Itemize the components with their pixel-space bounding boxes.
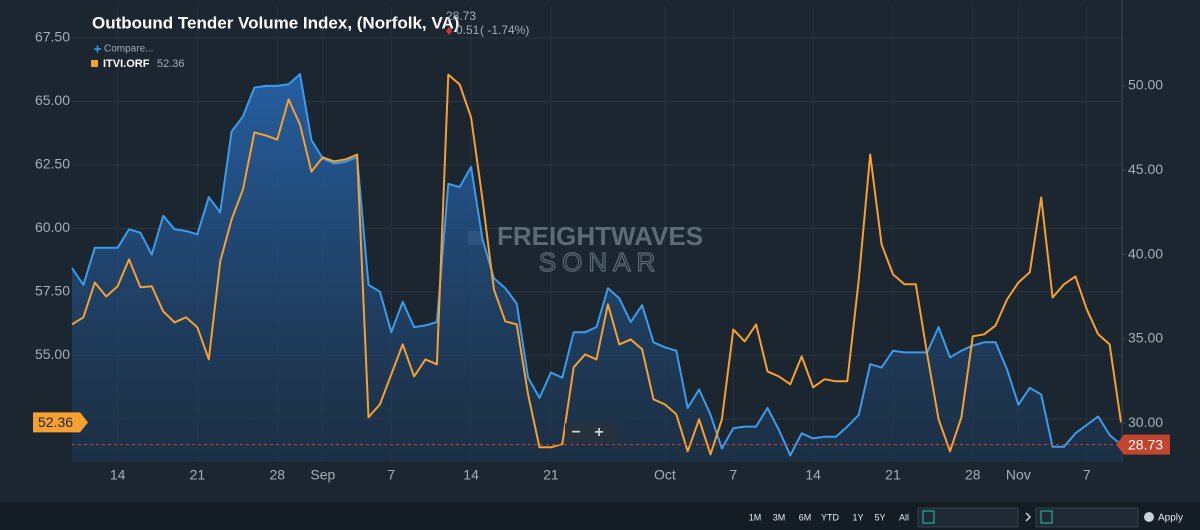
x-tick-label: Nov: [1006, 467, 1031, 483]
watermark-brand: FREIGHTWAVES: [497, 221, 703, 251]
last-value-marker: [1116, 434, 1170, 455]
zoom-in[interactable]: +: [594, 424, 603, 441]
y-tick-label: 65.00: [35, 92, 70, 108]
x-tick-label: 21: [543, 467, 559, 483]
x-tick-label: 14: [110, 467, 126, 483]
zoom-out[interactable]: −: [571, 424, 580, 441]
y-tick-label: 57.50: [35, 283, 70, 299]
x-tick-label: 7: [387, 467, 395, 483]
series-line: [71, 73, 1122, 457]
x-tick-label: 14: [805, 467, 821, 483]
range-arrow: [1025, 512, 1032, 522]
x-tick-label: 21: [885, 467, 901, 483]
apply-icon[interactable]: [1144, 512, 1154, 522]
range-button[interactable]: 3M: [773, 512, 786, 522]
y-tick-label: 60.00: [35, 219, 70, 235]
axes: 52.5055.0057.5060.0062.5065.0067.5030.00…: [33, 29, 1170, 483]
series-area: [72, 74, 1121, 462]
plot: [71, 73, 1122, 462]
end-date-input[interactable]: [1035, 507, 1139, 528]
watermark: FREIGHTWAVES SONAR: [468, 221, 703, 277]
legend-value: 52.36: [157, 58, 185, 70]
y2-tick-label: 45.00: [1128, 161, 1163, 177]
apply-button[interactable]: Apply: [1158, 513, 1183, 524]
change-pct: ( -1.74%): [480, 23, 529, 37]
y2-tick-label: 50.00: [1128, 77, 1163, 93]
watermark-product: SONAR: [539, 247, 661, 277]
calendar-icon[interactable]: [922, 510, 935, 524]
last-value-label: 52.36: [38, 414, 73, 430]
y-tick-label: 55.00: [35, 346, 70, 362]
zoom-controls: [565, 423, 617, 443]
range-button[interactable]: All: [899, 512, 909, 522]
y2-tick-label: 40.00: [1128, 245, 1163, 261]
x-tick-label: 28: [965, 467, 981, 483]
range-button[interactable]: 1Y: [852, 512, 863, 522]
y-tick-label: 62.50: [35, 156, 70, 172]
y2-tick-label: 30.00: [1128, 414, 1163, 430]
compare-button[interactable]: Compare...: [104, 44, 153, 55]
range-button[interactable]: 1M: [749, 512, 762, 522]
legend-label[interactable]: ITVI.ORF: [103, 58, 150, 70]
y2-tick-label: 35.00: [1128, 330, 1163, 346]
x-tick-label: 14: [463, 467, 479, 483]
x-tick-label: Oct: [654, 467, 676, 483]
chart-title: Outbound Tender Volume Index, (Norfolk, …: [92, 13, 459, 32]
range-button[interactable]: 5Y: [874, 512, 885, 522]
x-tick-label: 21: [190, 467, 206, 483]
change: 0.51: [456, 23, 480, 37]
y-tick-label: 67.50: [35, 29, 70, 45]
last-value-label: 28.73: [1128, 436, 1163, 452]
last-value: 28.73: [446, 9, 476, 23]
x-tick-label: Sep: [310, 467, 335, 483]
x-tick-label: 7: [729, 467, 737, 483]
compare-icon[interactable]: [94, 45, 101, 53]
start-date-input[interactable]: [917, 507, 1019, 528]
toolbar: [0, 502, 1200, 530]
last-value-marker: [33, 412, 88, 433]
x-tick-label: 28: [269, 467, 285, 483]
series-line: [71, 73, 1122, 456]
range-button[interactable]: YTD: [821, 512, 840, 522]
range-buttons: 1M 3M 6M YTD 1Y 5Y All: [749, 512, 909, 522]
x-tick-label: 7: [1083, 467, 1091, 483]
legend-swatch: [91, 60, 98, 67]
calendar-icon[interactable]: [1040, 510, 1053, 524]
change-icon: [446, 27, 452, 35]
range-button[interactable]: 6M: [799, 512, 812, 522]
